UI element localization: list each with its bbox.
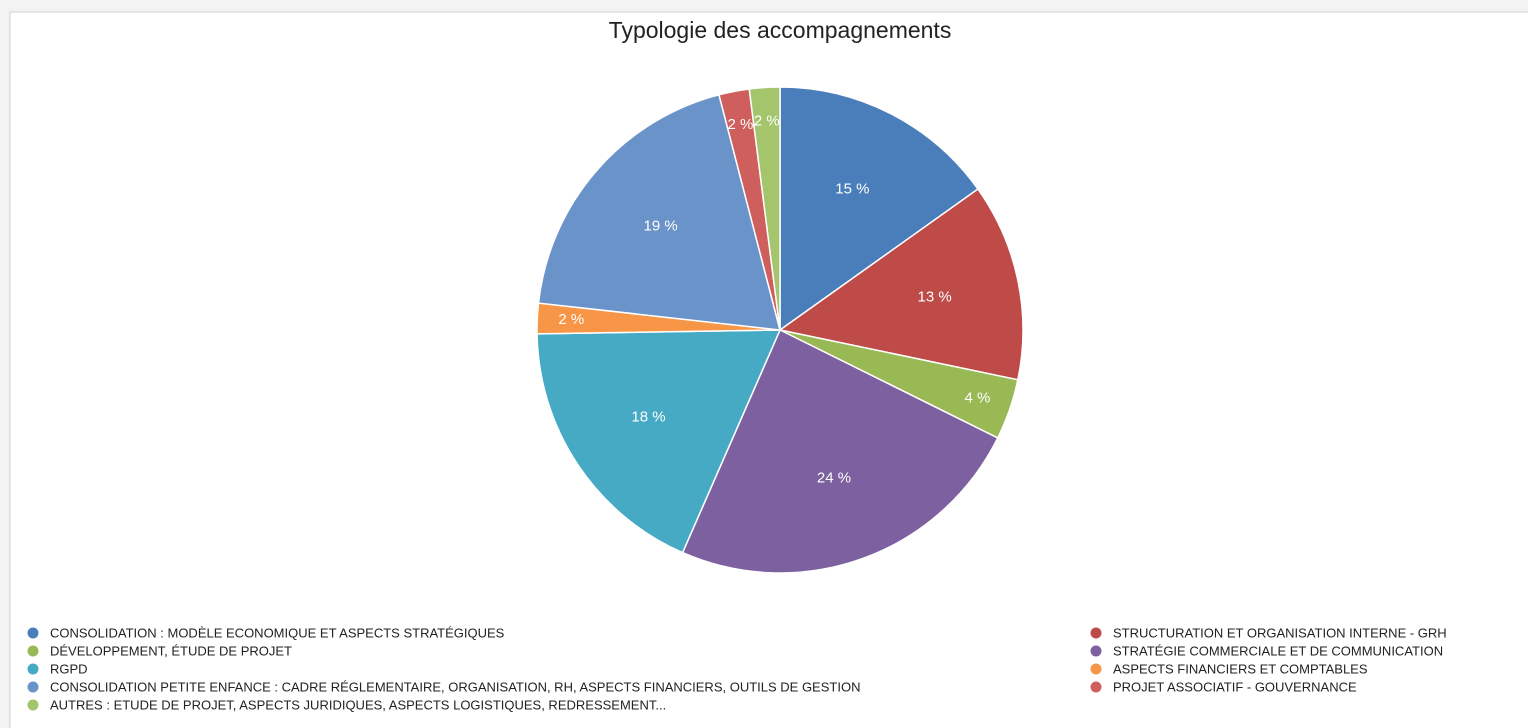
- data-label: 15 %: [835, 181, 869, 198]
- data-label: 13 %: [918, 289, 952, 306]
- pie-slice: [748, 86, 781, 331]
- pie-slice: [536, 329, 782, 554]
- legend-label: STRATÉGIE COMMERCIALE ET DE COMMUNICATIO…: [1113, 643, 1443, 658]
- data-label: 4 %: [965, 389, 991, 406]
- data-label: 19 %: [644, 218, 678, 235]
- data-label: 2 %: [754, 112, 780, 129]
- legend-marker: [27, 699, 39, 711]
- legend-marker: [27, 627, 39, 639]
- legend-marker: [27, 645, 39, 657]
- legend-marker: [1090, 627, 1102, 639]
- data-label: 2 %: [728, 116, 754, 133]
- data-label: 24 %: [817, 469, 851, 486]
- data-label: 18 %: [631, 408, 665, 425]
- legend-label: DÉVELOPPEMENT, ÉTUDE DE PROJET: [50, 643, 292, 658]
- legend-label: AUTRES : ETUDE DE PROJET, ASPECTS JURIDI…: [50, 697, 666, 712]
- pie-slice: [779, 86, 979, 332]
- legend-marker: [1090, 645, 1102, 657]
- legend-marker: [1090, 663, 1102, 675]
- legend-label: PROJET ASSOCIATIF - GOUVERNANCE: [1113, 679, 1357, 694]
- pie-slice: [537, 93, 781, 331]
- legend-label: ASPECTS FINANCIERS ET COMPTABLES: [1113, 661, 1368, 676]
- legend-label: RGPD: [50, 661, 88, 676]
- legend-marker: [1090, 681, 1102, 693]
- legend-marker: [27, 663, 39, 675]
- pie-slice: [681, 328, 999, 574]
- data-label: 2 %: [558, 311, 584, 328]
- legend-label: CONSOLIDATION : MODÈLE ECONOMIQUE ET ASP…: [50, 625, 505, 640]
- chart-title: Typologie des accompagnements: [609, 17, 952, 43]
- legend-marker: [27, 681, 39, 693]
- legend-label: STRUCTURATION ET ORGANISATION INTERNE - …: [1113, 625, 1447, 640]
- pie-slice: [778, 187, 1024, 381]
- legend-label: CONSOLIDATION PETITE ENFANCE : CADRE RÉG…: [50, 679, 860, 694]
